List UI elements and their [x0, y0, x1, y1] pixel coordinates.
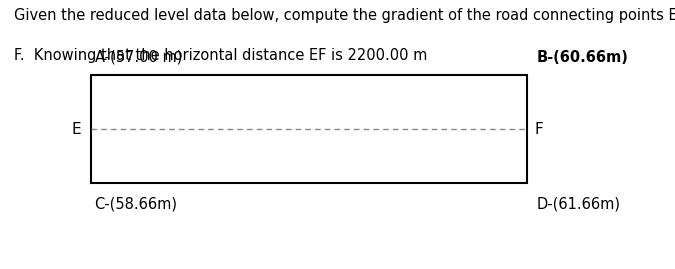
Text: E: E [72, 122, 81, 137]
Text: C-(58.66m): C-(58.66m) [95, 196, 178, 211]
Text: Given the reduced level data below, compute the gradient of the road connecting : Given the reduced level data below, comp… [14, 8, 675, 23]
Text: D-(61.66m): D-(61.66m) [537, 196, 620, 211]
Text: F: F [535, 122, 543, 137]
Text: B-(60.66m): B-(60.66m) [537, 49, 628, 65]
Text: F.  Knowing that the horizontal distance EF is 2200.00 m: F. Knowing that the horizontal distance … [14, 48, 427, 63]
Bar [91, 75, 526, 183]
Text: A-(57.00 m): A-(57.00 m) [95, 49, 182, 65]
